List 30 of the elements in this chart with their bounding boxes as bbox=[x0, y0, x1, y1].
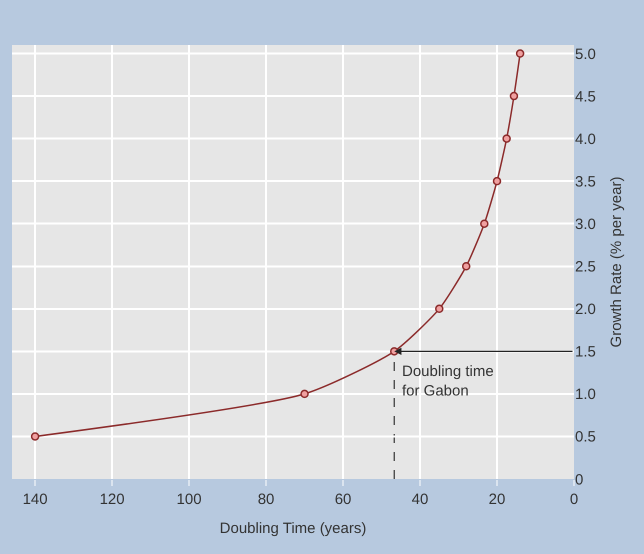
point bbox=[502, 134, 511, 143]
x-tick-label: 140 bbox=[22, 491, 48, 508]
point bbox=[462, 262, 470, 270]
y-tick-label: 5.0 bbox=[575, 46, 596, 63]
y-tick-label: 2.5 bbox=[575, 258, 596, 276]
point bbox=[435, 304, 444, 314]
y-tick-label: 0.5 bbox=[575, 428, 596, 446]
y-tick-label: 3.0 bbox=[575, 216, 596, 233]
y-tick-label: 1.5 bbox=[575, 344, 596, 361]
point bbox=[30, 432, 40, 441]
point bbox=[492, 176, 502, 186]
y-tick-label: 4.5 bbox=[575, 88, 596, 106]
y-tick-label: 4.0 bbox=[575, 130, 596, 148]
y-tick-label: 3.5 bbox=[575, 173, 596, 190]
point bbox=[480, 219, 489, 228]
y-tick-label: 1.0 bbox=[575, 386, 596, 404]
annotation: Doubling time for Gabon bbox=[402, 363, 494, 400]
x-tick-label: 80 bbox=[258, 491, 274, 508]
point bbox=[510, 92, 518, 100]
x-tick-label: 60 bbox=[334, 491, 352, 508]
y-tick-label: 2.0 bbox=[575, 301, 596, 318]
point bbox=[300, 390, 309, 398]
x-tick-label: 100 bbox=[176, 491, 202, 508]
x-tick-label: 120 bbox=[100, 491, 125, 508]
x-tick-label: 20 bbox=[488, 491, 506, 508]
x-axis-title: Doubling Time (years) bbox=[220, 520, 366, 537]
point bbox=[516, 49, 524, 58]
y-axis-title: Growth Rate (% per year) bbox=[608, 176, 625, 348]
y-tick-label: 0 bbox=[575, 471, 584, 488]
x-tick-label: 40 bbox=[412, 491, 428, 508]
